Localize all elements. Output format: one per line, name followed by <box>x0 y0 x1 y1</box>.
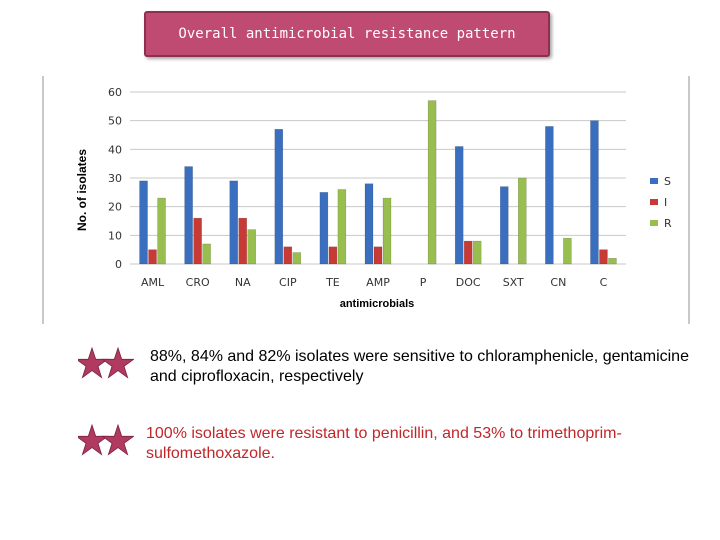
y-tick-label: 60 <box>108 86 122 99</box>
bar-I-CRO <box>193 217 202 265</box>
bar-S-CIP <box>274 129 284 265</box>
bar-S-SXT <box>500 186 509 265</box>
bar-S-C <box>590 120 599 265</box>
y-tick-label: 0 <box>115 258 122 271</box>
slide-title-box: Overall antimicrobial resistance pattern <box>144 11 550 57</box>
bar-S-AMP <box>364 183 374 265</box>
legend-label: S <box>664 175 671 188</box>
x-tick-label: SXT <box>503 276 524 289</box>
double-star-icon <box>78 424 134 456</box>
x-tick-label: CN <box>550 276 566 289</box>
bar-S-AML <box>139 180 148 265</box>
x-axis-label: antimicrobials <box>340 298 415 310</box>
bar-I-C <box>599 249 608 265</box>
bullet-item: 100% isolates were resistant to penicill… <box>78 424 646 464</box>
y-tick-label: 20 <box>108 201 122 214</box>
x-tick-label: C <box>600 276 608 289</box>
x-tick-label: CRO <box>186 276 210 289</box>
bar-I-NA <box>238 217 247 265</box>
y-axis-label: No. of isolates <box>75 149 89 231</box>
bar-I-TE <box>328 246 338 265</box>
y-tick-label: 40 <box>108 143 122 156</box>
legend-label: R <box>664 217 672 230</box>
x-tick-label: P <box>420 276 427 289</box>
bar-R-SXT <box>518 177 527 265</box>
bar-S-CN <box>545 126 554 265</box>
bar-S-CRO <box>184 166 193 265</box>
y-tick-label: 10 <box>108 229 122 242</box>
chart-legend: SIR <box>650 175 672 230</box>
double-star-icon <box>78 347 134 379</box>
bar-R-P <box>427 100 437 265</box>
bar-I-DOC <box>463 240 473 265</box>
y-tick-label: 50 <box>108 115 122 128</box>
legend-swatch <box>650 220 658 226</box>
chart-frame <box>42 76 690 324</box>
legend-swatch <box>650 199 658 205</box>
x-tick-label: DOC <box>456 276 481 289</box>
x-tick-label: AMP <box>366 276 390 289</box>
bar-R-NA <box>247 229 256 265</box>
bar-R-AML <box>157 197 166 265</box>
bullet-item: 88%, 84% and 82% isolates were sensitive… <box>78 347 690 387</box>
bar-R-CN <box>563 237 572 265</box>
bar-S-NA <box>229 180 238 265</box>
legend-label: I <box>664 196 667 209</box>
bullet-text: 88%, 84% and 82% isolates were sensitive… <box>150 348 689 385</box>
bar-R-C <box>608 258 617 265</box>
x-tick-label: TE <box>325 276 340 289</box>
bar-R-AMP <box>382 197 392 265</box>
bar-S-TE <box>319 192 329 265</box>
y-tick-label: 30 <box>108 172 122 185</box>
slide-title: Overall antimicrobial resistance pattern <box>178 26 516 42</box>
bar-R-TE <box>337 189 347 265</box>
bar-R-DOC <box>472 240 482 265</box>
x-tick-label: NA <box>235 276 251 289</box>
x-tick-label: AML <box>141 276 165 289</box>
bar-S-DOC <box>454 146 464 265</box>
bar-R-CIP <box>292 252 302 265</box>
bullet-text: 100% isolates were resistant to penicill… <box>146 425 622 462</box>
x-tick-label: CIP <box>279 276 297 289</box>
bar-I-AML <box>148 249 157 265</box>
bar-I-CIP <box>283 246 293 265</box>
legend-swatch <box>650 178 658 184</box>
bar-I-AMP <box>373 246 383 265</box>
bar-R-CRO <box>202 243 211 265</box>
